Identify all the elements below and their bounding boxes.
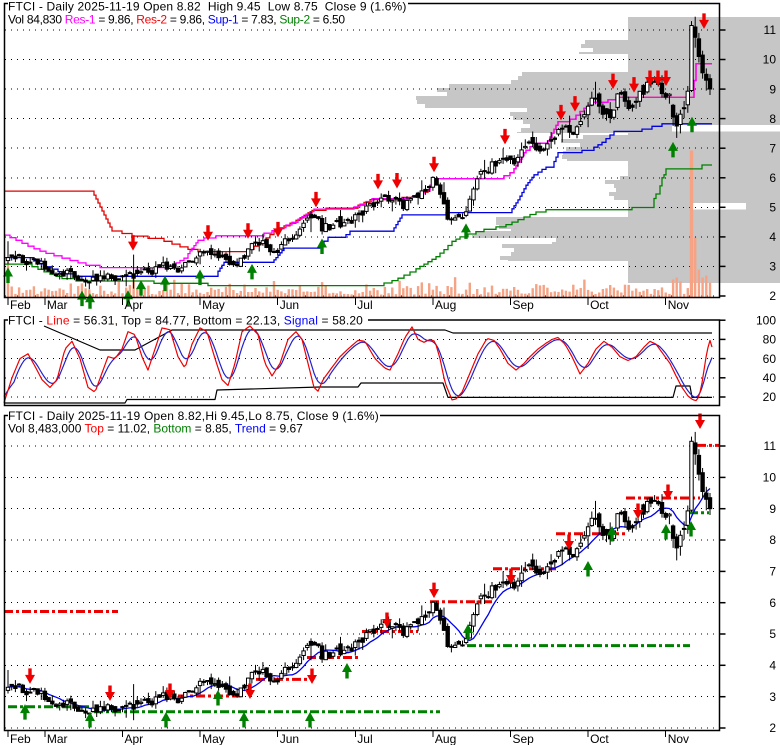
svg-text:2: 2 xyxy=(769,289,776,303)
svg-text:May: May xyxy=(202,298,225,312)
svg-text:20: 20 xyxy=(763,390,777,404)
svg-text:5: 5 xyxy=(769,201,776,215)
svg-text:Aug: Aug xyxy=(435,732,456,745)
svg-text:4: 4 xyxy=(769,230,776,244)
svg-text:Oct: Oct xyxy=(590,732,609,745)
svg-text:9: 9 xyxy=(769,502,776,516)
svg-text:60: 60 xyxy=(763,352,777,366)
svg-text:Nov: Nov xyxy=(668,732,689,745)
svg-text:Jun: Jun xyxy=(280,732,299,745)
svg-text:FTCI - Line = 56.31, Top = 84.: FTCI - Line = 56.31, Top = 84.77, Bottom… xyxy=(8,314,363,328)
svg-text:Jun: Jun xyxy=(280,298,299,312)
svg-text:May: May xyxy=(202,732,225,745)
svg-text:11: 11 xyxy=(764,439,777,453)
svg-text:Jul: Jul xyxy=(357,732,372,745)
svg-text:Vol 8,483,000 Top = 11.02, Bot: Vol 8,483,000 Top = 11.02, Bottom = 8.85… xyxy=(8,422,303,436)
svg-text:Feb: Feb xyxy=(10,732,31,745)
svg-text:9: 9 xyxy=(769,82,776,96)
svg-text:6: 6 xyxy=(769,171,776,185)
svg-text:7: 7 xyxy=(769,141,776,155)
svg-text:Nov: Nov xyxy=(668,298,689,312)
svg-text:5: 5 xyxy=(769,627,776,641)
svg-text:80: 80 xyxy=(763,333,777,347)
svg-text:Vol 84,830 Res-1 = 9.86, Res-2: Vol 84,830 Res-1 = 9.86, Res-2 = 9.86, S… xyxy=(8,13,345,27)
svg-text:Feb: Feb xyxy=(10,298,31,312)
svg-text:8: 8 xyxy=(769,112,776,126)
svg-text:10: 10 xyxy=(763,471,777,485)
svg-text:7: 7 xyxy=(769,565,776,579)
svg-text:4: 4 xyxy=(769,659,776,673)
svg-text:Mar: Mar xyxy=(47,298,68,312)
svg-text:Oct: Oct xyxy=(590,298,609,312)
svg-text:6: 6 xyxy=(769,596,776,610)
svg-text:Sep: Sep xyxy=(513,732,535,745)
svg-text:Sep: Sep xyxy=(513,298,535,312)
svg-text:FTCI - Daily 2025-11-19 Open 8: FTCI - Daily 2025-11-19 Open 8.82,Hi 9.4… xyxy=(8,409,379,423)
svg-text:2: 2 xyxy=(769,721,776,735)
svg-text:FTCI - Daily 2025-11-19 Open 8: FTCI - Daily 2025-11-19 Open 8.82 High 9… xyxy=(8,0,407,14)
svg-text:Mar: Mar xyxy=(47,732,68,745)
svg-text:100: 100 xyxy=(756,313,776,327)
svg-text:40: 40 xyxy=(763,371,777,385)
svg-text:Apr: Apr xyxy=(125,298,144,312)
svg-text:3: 3 xyxy=(769,260,776,274)
svg-text:8: 8 xyxy=(769,533,776,547)
svg-text:11: 11 xyxy=(764,23,777,37)
svg-text:Apr: Apr xyxy=(125,732,144,745)
svg-text:10: 10 xyxy=(763,53,777,67)
svg-text:Jul: Jul xyxy=(357,298,372,312)
svg-text:3: 3 xyxy=(769,690,776,704)
svg-text:Aug: Aug xyxy=(435,298,456,312)
